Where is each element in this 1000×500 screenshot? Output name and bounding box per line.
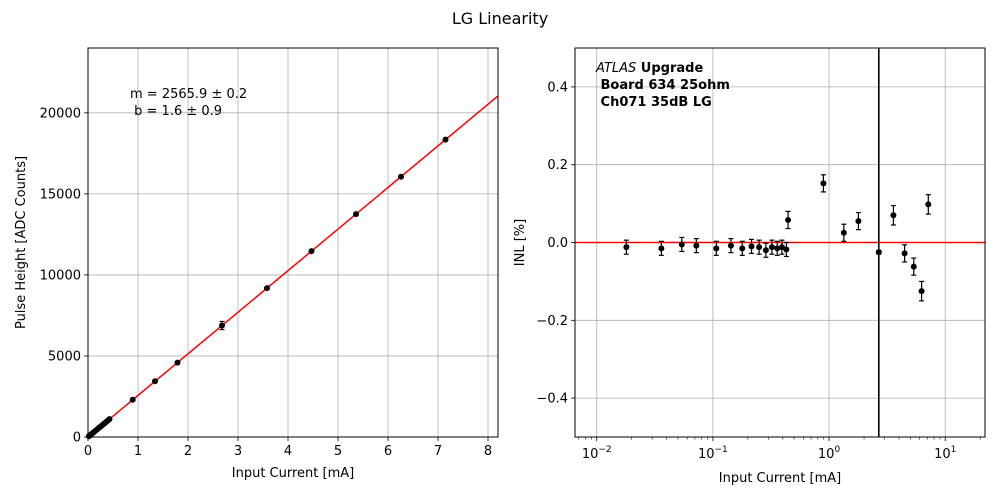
left-fit-line xyxy=(87,95,499,438)
right-data-point xyxy=(785,216,792,223)
left-data-point xyxy=(152,378,158,385)
left-data-point xyxy=(129,396,136,403)
right-data-point xyxy=(875,249,882,256)
left-data-point xyxy=(353,211,359,218)
left-y-tick-label: 0 xyxy=(73,431,81,446)
right-data-point xyxy=(855,218,862,225)
right-x-tick-exponent: 0 xyxy=(834,445,840,455)
left-data-point xyxy=(219,322,225,329)
right-x-tick-label: 100 xyxy=(818,445,841,462)
left-x-tick-label: 1 xyxy=(134,444,142,459)
left-x-tick-label: 4 xyxy=(284,444,292,459)
right-y-tick-label: 0.4 xyxy=(547,80,568,95)
right-annotation-line-1: ATLAS Upgrade xyxy=(595,61,703,76)
right-data-point xyxy=(748,243,755,250)
left-fit-line-group xyxy=(87,95,499,438)
right-x-tick-base: 10 xyxy=(698,447,715,462)
right-data-point xyxy=(774,245,781,252)
left-y-tick-label: 20000 xyxy=(40,106,81,121)
left-x-tick-label: 8 xyxy=(484,444,492,459)
left-y-axis-label: Pulse Height [ADC Counts] xyxy=(14,156,29,329)
left-grid xyxy=(87,48,498,438)
right-y-tick-label: 0.2 xyxy=(547,158,568,173)
left-x-tick-label: 0 xyxy=(84,444,92,459)
right-data-point xyxy=(678,241,685,248)
left-data-point xyxy=(398,173,404,180)
right-x-tick-label: 101 xyxy=(934,445,956,462)
right-data-point xyxy=(901,250,908,257)
right-x-tick-base: 10 xyxy=(818,447,835,462)
left-y-tick-label: 5000 xyxy=(48,349,81,364)
right-x-tick-label: 10−2 xyxy=(582,445,612,462)
left-data-point xyxy=(442,136,449,143)
right-annotation-atlas: ATLAS xyxy=(595,61,636,76)
right-y-tick-label: 0.0 xyxy=(547,236,568,251)
left-y-tick-label: 10000 xyxy=(40,268,81,283)
right-data-point xyxy=(910,263,917,270)
right-ticks: 10−2 10−1 100 101−0.4−0.20.00.20.4 xyxy=(536,80,981,462)
left-data-point xyxy=(174,359,181,366)
left-fit-slope-annotation: m = 2565.9 ± 0.2 xyxy=(130,87,247,102)
left-data-point xyxy=(308,248,315,255)
left-ticks: 0 1 2 3 4 5 6 7 8 0 5000 10000 15000 20000 xyxy=(40,106,493,459)
right-data-point xyxy=(658,245,665,252)
right-annotation-line-2: Board 634 25ohm xyxy=(596,78,730,93)
right-data-point xyxy=(762,247,769,254)
right-x-tick-base: 10 xyxy=(582,447,599,462)
right-y-tick-label: −0.2 xyxy=(536,314,568,329)
figure-title: LG Linearity xyxy=(452,9,548,28)
right-data-point xyxy=(918,288,925,295)
left-data-points xyxy=(85,136,449,440)
left-x-tick-label: 5 xyxy=(334,444,342,459)
right-y-tick-label: −0.4 xyxy=(536,392,568,407)
left-data-point xyxy=(106,416,113,423)
right-data-point xyxy=(768,244,775,251)
right-x-tick-exponent: 1 xyxy=(951,445,957,455)
left-x-tick-label: 7 xyxy=(434,444,442,459)
left-x-tick-label: 2 xyxy=(184,444,192,459)
right-data-point xyxy=(820,180,827,187)
right-data-points xyxy=(623,174,932,302)
right-data-point xyxy=(739,245,746,252)
right-x-axis-label: Input Current [mA] xyxy=(719,471,841,486)
left-x-tick-label: 6 xyxy=(384,444,392,459)
right-data-point xyxy=(713,245,720,252)
right-data-point xyxy=(778,244,785,251)
right-x-tick-base: 10 xyxy=(934,447,951,462)
left-x-axis-label: Input Current [mA] xyxy=(232,466,354,481)
right-data-point xyxy=(623,244,630,251)
right-data-point xyxy=(925,201,932,208)
right-data-point xyxy=(727,242,734,249)
left-fit-intercept-annotation: b = 1.6 ± 0.9 xyxy=(130,104,222,119)
right-data-point xyxy=(783,246,790,253)
right-data-point xyxy=(840,229,847,236)
right-y-axis-label: INL [%] xyxy=(513,219,528,266)
right-x-tick-exponent: −2 xyxy=(598,445,611,455)
right-data-point xyxy=(693,242,700,249)
inl-chart: 10−2 10−1 100 101−0.4−0.20.00.20.4 ATLAS Up… xyxy=(513,47,986,486)
linearity-chart: 0 1 2 3 4 5 6 7 8 0 5000 10000 15000 20000 m = 2565.9… xyxy=(14,47,499,481)
left-x-tick-label: 3 xyxy=(234,444,242,459)
right-x-tick-exponent: −1 xyxy=(715,445,728,455)
right-data-point xyxy=(890,212,897,219)
right-x-tick-label: 10−1 xyxy=(698,445,728,462)
right-data-point xyxy=(756,244,763,251)
left-y-tick-label: 15000 xyxy=(40,187,81,202)
right-annotation-line-3: Ch071 35dB LG xyxy=(596,95,712,110)
left-axes-frame xyxy=(87,47,499,438)
right-annotation-upgrade: Upgrade xyxy=(636,61,703,76)
left-data-point xyxy=(264,285,270,292)
